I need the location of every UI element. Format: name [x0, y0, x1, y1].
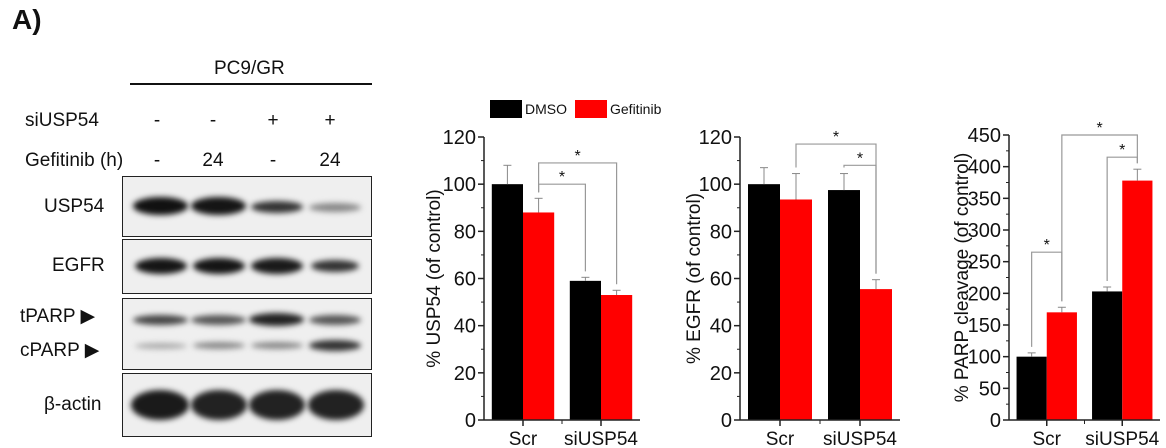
legend-label-gefitinib: Gefitinib: [610, 101, 662, 117]
x-tick-label: siUSP54: [1085, 429, 1159, 448]
condition-value: +: [267, 110, 279, 131]
y-tick-label: 100: [443, 174, 476, 196]
x-tick-label: siUSP54: [564, 429, 638, 448]
significance-star: *: [559, 169, 565, 186]
y-tick-label: 80: [454, 221, 476, 243]
condition-value: -: [153, 150, 161, 171]
y-tick-label: 20: [710, 363, 732, 385]
blot-egfr: [122, 239, 372, 294]
x-tick-label: Scr: [1033, 429, 1062, 448]
significance-star: *: [833, 129, 839, 146]
bar: [1046, 312, 1077, 420]
y-tick-label: 120: [699, 127, 732, 149]
y-tick-label: 120: [443, 127, 476, 149]
y-tick-label: 40: [454, 316, 476, 338]
significance-star: *: [1044, 237, 1050, 254]
y-tick-label: 350: [968, 188, 1001, 210]
significance-star: *: [1119, 142, 1125, 159]
bar: [780, 199, 812, 420]
chart-2: 0 50 100 150 200 250 300 350 400 450 Scr siUSP54 % P…: [952, 120, 1160, 448]
bar: [569, 280, 601, 420]
x-tick-label: Scr: [766, 429, 795, 448]
bar: [601, 295, 633, 420]
bar: [828, 190, 860, 420]
row-label-beta-actin: β-actin: [44, 394, 102, 415]
y-tick-label: 80: [710, 221, 732, 243]
bar: [860, 289, 892, 420]
condition-label-gefitinib: Gefitinib (h): [25, 150, 124, 171]
legend-label-dmso: DMSO: [525, 101, 567, 117]
y-tick-label: 0: [721, 410, 732, 432]
bar: [1016, 356, 1047, 420]
y-tick-label: 250: [968, 252, 1001, 274]
significance-bracket: [538, 162, 618, 285]
condition-value: -: [153, 110, 161, 131]
y-tick-label: 150: [968, 315, 1001, 337]
y-tick-label: 0: [990, 410, 1001, 432]
y-tick-label: 400: [968, 157, 1001, 179]
blot-parp: [122, 298, 372, 370]
cell-line-underline: [130, 83, 372, 85]
condition-value: -: [269, 150, 277, 171]
row-label-egfr: EGFR: [52, 255, 105, 276]
condition-value: 24: [319, 150, 341, 171]
x-tick-label: siUSP54: [823, 429, 897, 448]
significance-bracket: [1061, 134, 1138, 302]
chart-1: 0 20 40 60 80 100 120 Scr siUSP54 % EGFR (of cont…: [684, 127, 900, 448]
legend-swatch-dmso: [490, 100, 522, 118]
y-tick-label: 20: [454, 363, 476, 385]
y-axis-label: % PARP cleavage (of control): [952, 153, 973, 403]
chart-0: 0 20 40 60 80 100 120 Scr siUSP54 % USP54 (of con…: [424, 127, 640, 448]
significance-star: *: [1096, 120, 1102, 137]
significance-bracket: [795, 143, 877, 274]
significance-star: *: [574, 148, 580, 165]
arrow-icon: ▶: [84, 340, 100, 361]
y-axis-label: % USP54 (of control): [424, 189, 445, 367]
row-label-tparp: tPARP: [20, 306, 76, 327]
bar: [1092, 291, 1123, 420]
y-tick-label: 60: [710, 269, 732, 291]
condition-label-siusp54: siUSP54: [25, 110, 99, 131]
row-label-cparp: cPARP: [20, 340, 80, 361]
condition-value: 24: [202, 150, 224, 171]
y-tick-label: 60: [454, 269, 476, 291]
row-label-usp54: USP54: [44, 196, 105, 217]
condition-value: -: [209, 110, 217, 131]
y-tick-label: 40: [710, 316, 732, 338]
x-tick-label: Scr: [509, 429, 538, 448]
blot-usp54: [122, 176, 372, 237]
y-tick-label: 300: [968, 220, 1001, 242]
condition-value: +: [324, 110, 336, 131]
legend-swatch-gefitinib: [575, 100, 607, 118]
bar: [491, 184, 523, 420]
y-tick-label: 200: [968, 283, 1001, 305]
y-tick-label: 0: [465, 410, 476, 432]
bar: [748, 184, 780, 420]
y-tick-label: 100: [699, 174, 732, 196]
cell-line-label: PC9/GR: [214, 58, 285, 79]
y-axis-label: % EGFR (of control): [684, 193, 705, 364]
y-tick-label: 100: [968, 347, 1001, 369]
panel-label: A): [12, 4, 42, 35]
y-tick-label: 50: [979, 378, 1001, 400]
significance-star: *: [857, 150, 863, 167]
arrow-icon: ▶: [80, 306, 96, 327]
blot-beta-actin: [122, 373, 372, 437]
bar: [1122, 180, 1153, 420]
bar: [523, 212, 555, 420]
y-tick-label: 450: [968, 125, 1001, 147]
